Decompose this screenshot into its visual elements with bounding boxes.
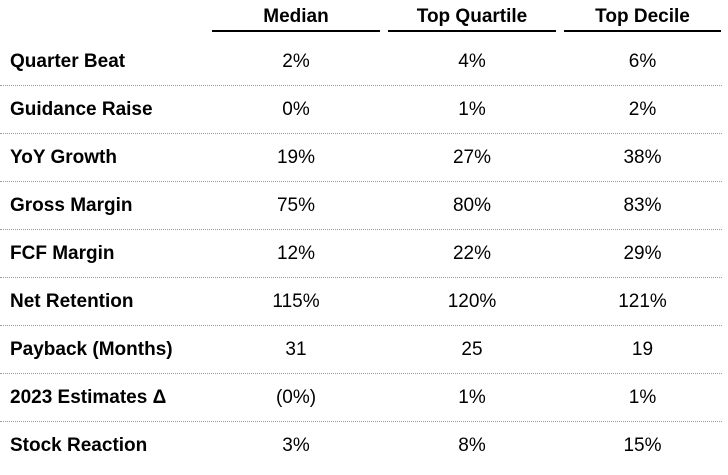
row-label: Payback (Months) xyxy=(10,339,173,360)
median-cell: 0% xyxy=(282,99,310,120)
row-label: FCF Margin xyxy=(10,243,115,264)
top-decile-cell: 29% xyxy=(623,243,662,264)
median-cell: 19% xyxy=(276,147,316,168)
table-row: YoY Growth 19% 27% 38% xyxy=(0,134,722,182)
top-quartile-cell: 80% xyxy=(452,195,492,216)
top-decile-cell: 38% xyxy=(623,147,662,168)
median-cell: (0%) xyxy=(275,387,317,408)
top-decile-cell: 121% xyxy=(618,291,667,312)
row-label: Stock Reaction xyxy=(10,435,148,456)
top-decile-cell: 15% xyxy=(623,435,662,456)
median-cell: 75% xyxy=(276,195,316,216)
top-quartile-cell: 1% xyxy=(458,387,486,408)
row-label: Net Retention xyxy=(10,291,134,312)
column-header-top-quartile: Top Quartile xyxy=(388,6,556,32)
row-label: YoY Growth xyxy=(10,147,117,168)
top-quartile-cell: 1% xyxy=(458,99,486,120)
row-label: 2023 Estimates Δ xyxy=(10,387,167,408)
median-cell: 12% xyxy=(276,243,316,264)
top-quartile-cell: 8% xyxy=(458,435,486,456)
top-quartile-cell: 4% xyxy=(458,51,486,72)
row-label: Guidance Raise xyxy=(10,99,153,120)
top-decile-cell: 6% xyxy=(628,51,657,72)
column-header-top-decile: Top Decile xyxy=(564,6,721,32)
table-header-row: Median Top Quartile Top Decile xyxy=(0,0,728,33)
metrics-table: Median Top Quartile Top Decile Quarter B… xyxy=(0,0,728,456)
table-row: Gross Margin 75% 80% 83% xyxy=(0,182,722,230)
top-decile-cell: 19 xyxy=(631,339,654,360)
table-row: FCF Margin 12% 22% 29% xyxy=(0,230,722,278)
table-body: Quarter Beat 2% 4% 6% Guidance Raise 0% … xyxy=(0,38,722,470)
table-row: Guidance Raise 0% 1% 2% xyxy=(0,86,722,134)
table-row: Net Retention 115% 120% 121% xyxy=(0,278,722,326)
table-row: 2023 Estimates Δ (0%) 1% 1% xyxy=(0,374,722,422)
top-decile-cell: 1% xyxy=(628,387,657,408)
median-cell: 2% xyxy=(282,51,310,72)
top-quartile-cell: 27% xyxy=(452,147,492,168)
median-cell: 31 xyxy=(285,339,307,360)
row-label: Quarter Beat xyxy=(10,51,126,72)
top-quartile-cell: 25 xyxy=(461,339,483,360)
top-decile-cell: 2% xyxy=(628,99,657,120)
table-row: Payback (Months) 31 25 19 xyxy=(0,326,722,374)
table-row: Stock Reaction 3% 8% 15% xyxy=(0,422,722,470)
row-label: Gross Margin xyxy=(10,195,133,216)
top-quartile-cell: 22% xyxy=(452,243,492,264)
median-cell: 3% xyxy=(282,435,310,456)
top-quartile-cell: 120% xyxy=(447,291,497,312)
column-header-median: Median xyxy=(212,6,380,32)
median-cell: 115% xyxy=(272,291,320,312)
table-row: Quarter Beat 2% 4% 6% xyxy=(0,38,722,86)
top-decile-cell: 83% xyxy=(623,195,662,216)
